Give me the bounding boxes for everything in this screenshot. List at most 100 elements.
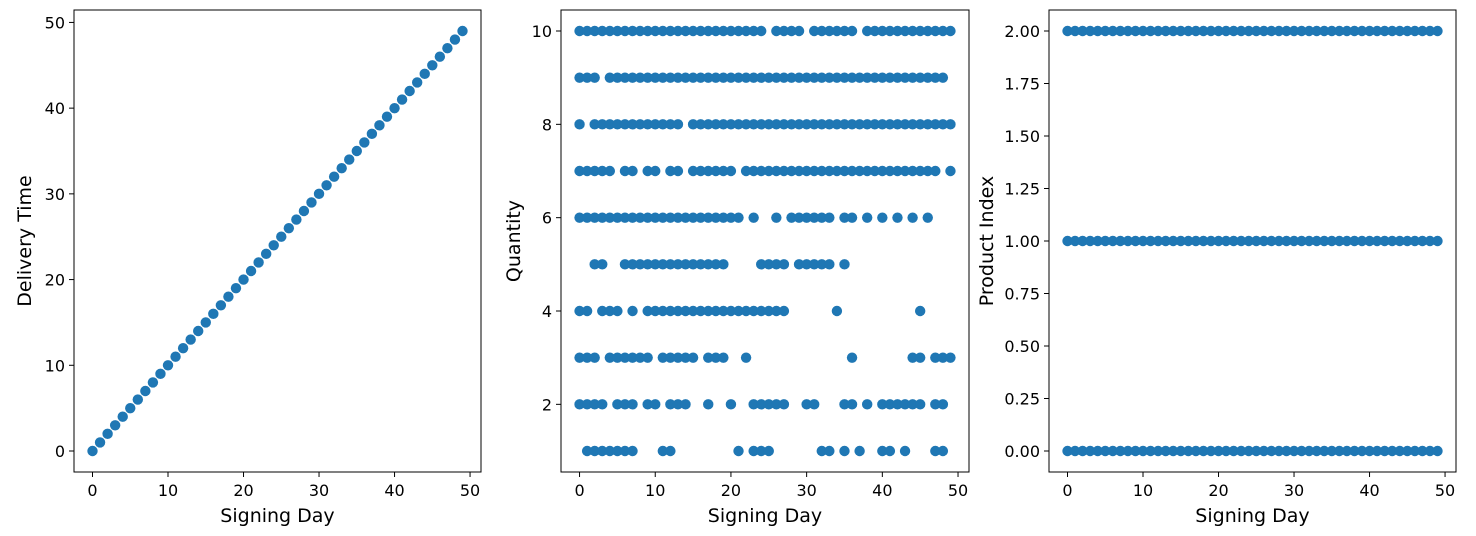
data-point: [411, 77, 423, 88]
data-point: [1311, 445, 1322, 457]
quantity-y-axis-label: Quantity: [503, 200, 525, 282]
data-point: [899, 25, 911, 37]
data-point: [657, 305, 669, 317]
data-point: [945, 119, 956, 130]
data-point: [612, 445, 623, 457]
data-point: [907, 72, 918, 83]
data-point: [1356, 25, 1368, 37]
data-point: [1409, 235, 1421, 247]
data-point: [396, 94, 408, 105]
data-point: [839, 165, 850, 177]
data-point: [771, 259, 782, 270]
data-point: [1235, 445, 1247, 457]
data-point: [793, 259, 805, 270]
data-point: [657, 25, 669, 37]
data-point: [809, 72, 820, 83]
data-point: [619, 352, 631, 363]
data-point: [756, 119, 767, 130]
data-point: [756, 165, 767, 177]
data-point: [313, 188, 325, 200]
data-point: [695, 25, 706, 37]
data-point: [1122, 25, 1134, 37]
x-tick-label: 30: [1284, 481, 1304, 500]
y-tick-label: 1.75: [1004, 75, 1040, 94]
data-point: [650, 165, 661, 177]
data-point: [177, 342, 189, 354]
data-point: [449, 34, 461, 45]
data-point: [710, 165, 721, 177]
data-point: [185, 334, 196, 345]
data-point: [1251, 235, 1262, 247]
data-point: [612, 72, 623, 83]
data-point: [1341, 25, 1353, 37]
data-point: [1213, 445, 1224, 457]
data-point: [604, 212, 616, 223]
data-point: [627, 72, 638, 83]
data-point: [1273, 25, 1285, 37]
data-point: [574, 165, 585, 177]
data-point: [1168, 25, 1179, 37]
data-point: [634, 72, 646, 83]
data-point: [687, 72, 699, 83]
data-point: [306, 197, 317, 208]
data-point: [1243, 235, 1254, 247]
data-point: [680, 305, 691, 317]
data-point: [1424, 235, 1436, 247]
data-point: [687, 352, 699, 363]
data-point: [427, 60, 438, 71]
data-point: [642, 259, 653, 270]
data-point: [899, 119, 911, 130]
data-point: [839, 259, 850, 270]
data-point: [604, 119, 616, 130]
data-point: [1077, 445, 1088, 457]
data-point: [1137, 445, 1149, 457]
data-point: [627, 119, 638, 130]
y-tick-label: 40: [45, 99, 65, 118]
data-point: [1062, 445, 1073, 457]
data-point: [771, 212, 782, 223]
quantity-scatter-panel: 0 10 20 30 40 50 2 4 6 8 10 Signing Day Quantity: [503, 9, 970, 527]
data-point: [657, 72, 669, 83]
data-point: [283, 222, 295, 234]
data-point: [1213, 235, 1224, 247]
data-point: [665, 305, 676, 317]
data-point: [1183, 445, 1194, 457]
data-point: [245, 265, 257, 277]
data-point: [1122, 235, 1134, 247]
data-point: [786, 212, 797, 223]
data-point: [672, 259, 684, 270]
y-tick-label: 1.25: [1004, 180, 1040, 199]
data-point: [612, 212, 623, 223]
y-tick-label: 20: [45, 271, 65, 290]
data-point: [604, 352, 616, 363]
data-point: [756, 25, 767, 37]
data-point: [672, 212, 684, 223]
data-point: [419, 68, 430, 80]
data-point: [574, 25, 585, 37]
data-point: [1349, 235, 1360, 247]
data-point: [1394, 25, 1405, 37]
data-point: [260, 248, 272, 260]
data-point: [1266, 235, 1277, 247]
x-tick-label: 20: [721, 481, 741, 500]
data-point: [687, 119, 699, 130]
data-point: [793, 119, 805, 130]
data-point: [1168, 445, 1179, 457]
data-point: [597, 165, 608, 177]
data-point: [869, 119, 880, 130]
data-point: [1205, 445, 1217, 457]
data-point: [642, 25, 653, 37]
data-point: [839, 72, 850, 83]
x-tick-label: 10: [645, 481, 665, 500]
data-point: [861, 165, 873, 177]
data-point: [1356, 235, 1368, 247]
data-point: [914, 399, 926, 410]
data-point: [1122, 445, 1134, 457]
data-point: [771, 25, 782, 37]
data-point: [589, 25, 600, 37]
data-point: [771, 305, 782, 317]
data-point: [816, 165, 827, 177]
data-point: [1386, 445, 1398, 457]
data-point: [1417, 25, 1428, 37]
data-point: [937, 25, 949, 37]
